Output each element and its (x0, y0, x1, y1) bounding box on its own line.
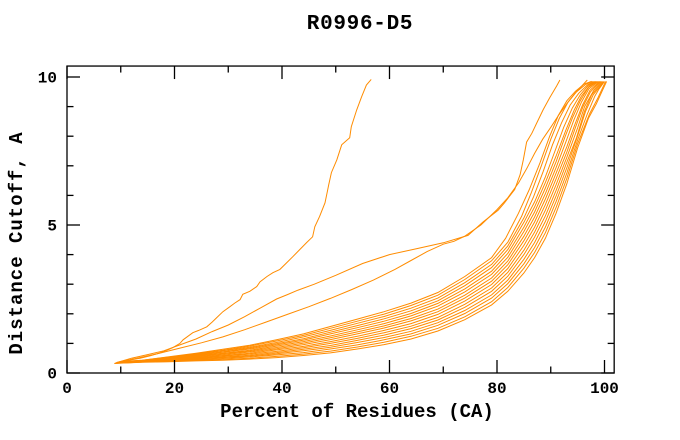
plot-frame (66, 65, 615, 374)
y-axis-title: Distance Cutoff, A (6, 131, 28, 354)
model-curve (115, 81, 605, 364)
model-curve (116, 81, 604, 364)
model-curve (115, 79, 372, 364)
model-curve (119, 80, 597, 363)
axes-group: 0 20 40 60 80 100 0 5 10 (38, 65, 619, 398)
model-curve (120, 80, 595, 363)
model-curve (116, 81, 603, 364)
model-curve (118, 81, 599, 363)
model-curve (120, 80, 596, 363)
y-tick-label: 10 (38, 70, 57, 88)
x-axis-title: Percent of Residues (CA) (220, 401, 494, 423)
x-tick-label: 60 (380, 380, 399, 398)
y-tick-label: 0 (47, 366, 57, 384)
x-tick-label: 100 (590, 380, 619, 398)
model-curve (114, 81, 607, 364)
model-curve (118, 81, 601, 363)
x-tick-label: 80 (487, 380, 506, 398)
model-curve (114, 81, 608, 364)
model-curve (116, 79, 561, 364)
y-tick-label: 5 (47, 218, 57, 236)
model-curve (115, 81, 605, 364)
model-curve (117, 79, 588, 363)
model-curve (121, 80, 593, 362)
x-tick-label: 40 (272, 380, 291, 398)
chart-title: R0996-D5 (307, 13, 413, 36)
model-curve (117, 81, 602, 364)
model-curve (119, 80, 598, 363)
curves-group (114, 79, 608, 364)
model-curve (121, 80, 592, 362)
x-tick-label: 20 (165, 380, 184, 398)
x-tick-label: 0 (62, 380, 72, 398)
